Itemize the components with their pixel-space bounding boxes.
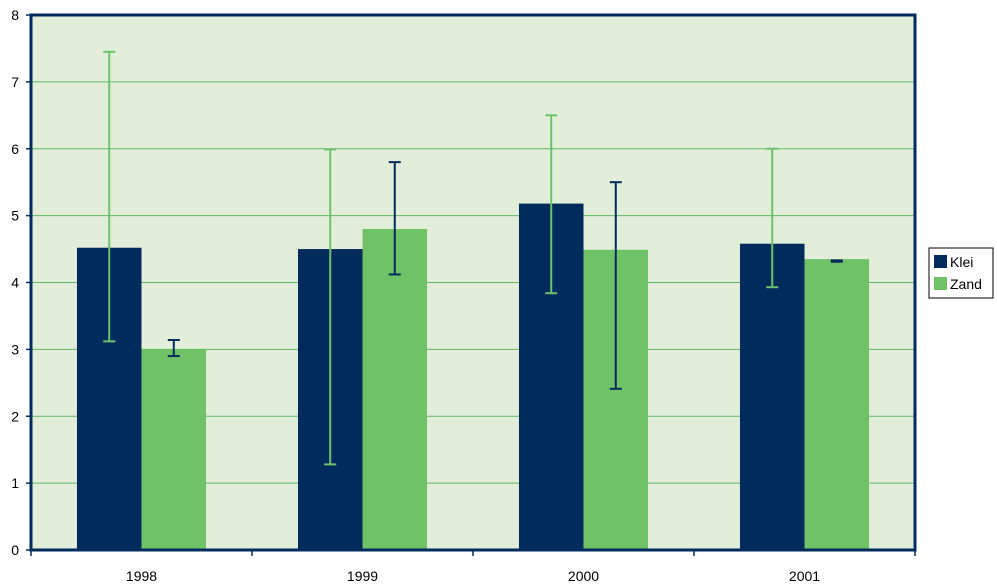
y-tick-label: 2 xyxy=(11,408,19,424)
y-tick-label: 8 xyxy=(11,7,19,23)
error-bar-zand-1999 xyxy=(388,161,401,276)
legend: Klei Zand xyxy=(928,247,994,299)
bars xyxy=(76,203,870,550)
error-bar-klei-1998 xyxy=(103,50,116,343)
legend-swatch-zand xyxy=(934,277,947,290)
y-tick-label: 7 xyxy=(11,74,19,90)
y-tick-label: 5 xyxy=(11,208,19,224)
y-tick-label: 1 xyxy=(11,475,19,491)
y-tick-label: 0 xyxy=(11,542,19,558)
error-bars xyxy=(103,50,843,466)
bar-zand-1998 xyxy=(141,349,207,550)
error-bar-klei-2000 xyxy=(545,114,558,295)
x-tick-label: 2000 xyxy=(568,568,599,584)
error-bar-zand-1998 xyxy=(167,339,180,358)
error-bar-zand-2001 xyxy=(830,259,843,263)
legend-label-klei: Klei xyxy=(950,254,973,270)
legend-label-zand: Zand xyxy=(950,276,982,292)
legend-swatch-klei xyxy=(934,255,947,268)
bar-zand-1999 xyxy=(362,229,428,550)
x-tick-label: 1999 xyxy=(347,568,378,584)
bar-zand-2001 xyxy=(804,259,870,550)
y-tick-label: 6 xyxy=(11,141,19,157)
y-tick-label: 3 xyxy=(11,341,19,357)
error-bar-zand-2000 xyxy=(609,181,622,390)
y-tick-label: 4 xyxy=(11,275,19,291)
x-tick-label: 1998 xyxy=(126,568,157,584)
x-tick-label: 2001 xyxy=(789,568,820,584)
error-bar-klei-2001 xyxy=(766,147,779,289)
x-axis: 1998 1999 2000 2001 xyxy=(30,550,916,584)
error-bar-klei-1999 xyxy=(324,148,337,466)
y-axis-tick-labels: 0 1 2 3 4 5 6 7 8 xyxy=(11,7,31,558)
bar-klei-2001 xyxy=(739,243,805,550)
